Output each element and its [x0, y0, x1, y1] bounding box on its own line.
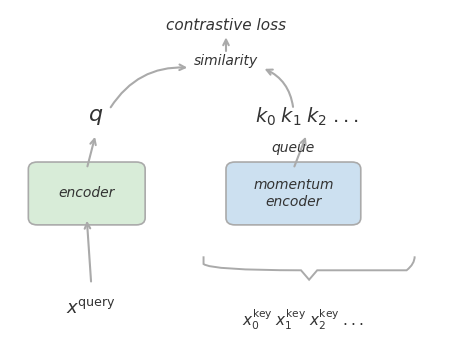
Text: queue: queue — [271, 141, 314, 155]
Text: contrastive loss: contrastive loss — [166, 18, 285, 33]
FancyBboxPatch shape — [28, 162, 145, 225]
Text: $q$: $q$ — [88, 107, 103, 127]
Text: $x_0^{\mathrm{key}} \; x_1^{\mathrm{key}} \; x_2^{\mathrm{key}} \; ...$: $x_0^{\mathrm{key}} \; x_1^{\mathrm{key}… — [241, 307, 362, 332]
Text: momentum
encoder: momentum encoder — [253, 178, 333, 209]
Text: encoder: encoder — [59, 187, 115, 200]
Text: $k_0 \; k_1 \; k_2 \; ...$: $k_0 \; k_1 \; k_2 \; ...$ — [254, 106, 358, 128]
Text: similarity: similarity — [193, 54, 258, 68]
Text: $x^{\mathrm{query}}$: $x^{\mathrm{query}}$ — [66, 299, 116, 318]
FancyBboxPatch shape — [226, 162, 360, 225]
